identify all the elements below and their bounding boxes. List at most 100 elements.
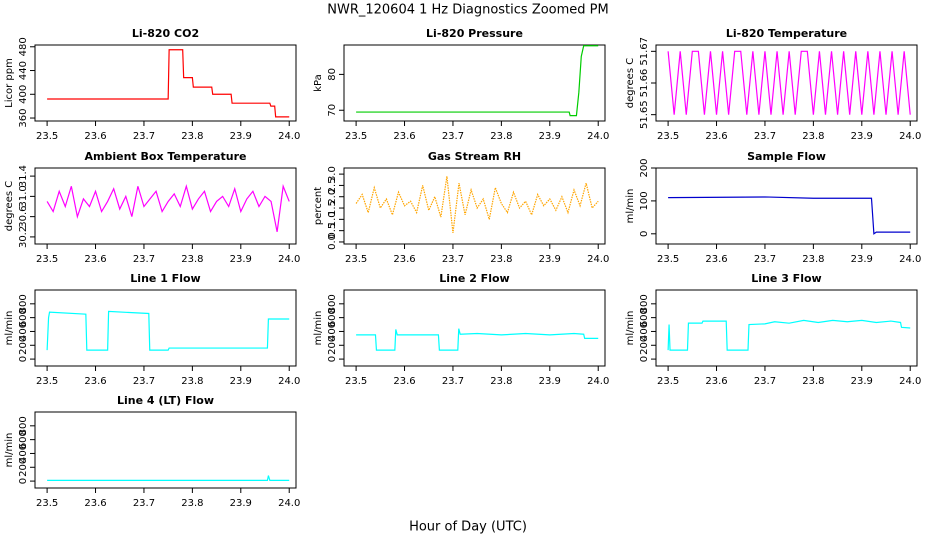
x-tick-label: 23.8 [181, 498, 203, 509]
x-tick-label: 24.0 [587, 254, 609, 265]
panel-title: Line 4 (LT) Flow [117, 394, 214, 407]
x-tick-label: 23.9 [539, 254, 561, 265]
y-tick-label: 400 [639, 322, 650, 341]
y-tick-label: 0 [18, 478, 29, 484]
x-tick-label: 23.5 [345, 254, 367, 265]
y-tick-label: 200 [639, 336, 650, 355]
y-tick-label: 0 [639, 231, 650, 237]
x-tick-label: 23.6 [84, 254, 106, 265]
y-tick-label: 31.4 [18, 165, 29, 187]
y-axis-label: ml/min [313, 311, 324, 346]
x-tick-label: 23.9 [230, 498, 252, 509]
x-tick-label: 23.6 [705, 131, 727, 142]
plot-frame [343, 44, 606, 122]
y-tick-label: 400 [18, 322, 29, 341]
x-tick-label: 23.9 [230, 254, 252, 265]
x-tick-label: 23.8 [802, 376, 824, 387]
y-tick-label: 51.67 [639, 37, 650, 66]
y-tick-label: 360 [18, 108, 29, 127]
y-tick-label: 0 [639, 356, 650, 362]
x-tick-label: 23.5 [36, 498, 58, 509]
plot-frame [655, 289, 918, 367]
x-tick-label: 23.8 [181, 254, 203, 265]
panel-title: Ambient Box Temperature [85, 150, 247, 163]
y-tick-label: 30.2 [18, 226, 29, 248]
x-tick-label: 23.8 [181, 131, 203, 142]
x-tick-label: 24.0 [899, 131, 921, 142]
x-tick-label: 23.7 [133, 131, 155, 142]
y-axis-label: kPa [313, 74, 324, 92]
data-line [668, 196, 911, 235]
y-tick-label: 800 [327, 294, 338, 313]
panel-title: Line 2 Flow [439, 272, 509, 285]
data-line [356, 45, 599, 117]
y-axis-label: Licor ppm [4, 58, 15, 108]
x-tick-label: 23.6 [84, 376, 106, 387]
y-tick-label: 800 [18, 416, 29, 435]
y-tick-label: 0.0 [327, 234, 338, 250]
y-tick-label: 400 [327, 322, 338, 341]
data-line [667, 319, 911, 351]
x-tick-label: 23.7 [754, 254, 776, 265]
panel-title: Sample Flow [747, 150, 826, 163]
x-tick-label: 24.0 [587, 376, 609, 387]
x-tick-label: 23.7 [442, 254, 464, 265]
plot-frame [34, 44, 297, 122]
y-tick-label: 70 [327, 104, 338, 117]
y-tick-label: 1.0 [327, 211, 338, 227]
x-tick-label: 23.5 [36, 376, 58, 387]
x-tick-label: 24.0 [278, 254, 300, 265]
x-tick-label: 23.8 [490, 376, 512, 387]
y-tick-label: 600 [639, 308, 650, 327]
y-tick-label: 600 [18, 308, 29, 327]
plot-frame [34, 167, 297, 245]
plot-frame [343, 289, 606, 367]
page-title: NWR_120604 1 Hz Diagnostics Zoomed PM [327, 3, 609, 18]
data-line [667, 50, 911, 115]
x-tick-label: 23.6 [393, 131, 415, 142]
x-tick-label: 23.9 [230, 131, 252, 142]
x-tick-label: 23.9 [851, 376, 873, 387]
x-tick-label: 23.9 [539, 376, 561, 387]
y-tick-label: 51.66 [639, 69, 650, 98]
x-tick-label: 24.0 [899, 254, 921, 265]
y-tick-label: 600 [18, 430, 29, 449]
panel-title: Line 3 Flow [751, 272, 821, 285]
x-tick-label: 23.9 [539, 131, 561, 142]
x-tick-label: 24.0 [278, 131, 300, 142]
x-tick-label: 23.8 [802, 131, 824, 142]
y-tick-label: 480 [18, 37, 29, 56]
x-tick-label: 23.7 [754, 376, 776, 387]
data-line [47, 475, 290, 481]
x-tick-label: 23.9 [230, 376, 252, 387]
data-line [46, 310, 290, 351]
plot-frame [343, 167, 606, 245]
x-tick-label: 23.9 [851, 254, 873, 265]
x-tick-label: 23.7 [133, 254, 155, 265]
x-tick-label: 23.8 [181, 376, 203, 387]
y-axis-label: degrees C [4, 181, 15, 231]
x-tick-label: 23.6 [84, 498, 106, 509]
y-tick-label: 800 [639, 294, 650, 313]
panel-title: Li-820 Pressure [426, 27, 523, 40]
x-tick-label: 23.7 [133, 376, 155, 387]
x-tick-label: 23.7 [442, 131, 464, 142]
data-line [47, 49, 290, 118]
x-tick-label: 23.6 [84, 131, 106, 142]
plot-frame [34, 411, 297, 489]
x-tick-label: 23.8 [490, 131, 512, 142]
panel-title: Li-820 CO2 [132, 27, 199, 40]
plot-frame [34, 289, 297, 367]
x-tick-label: 23.6 [393, 254, 415, 265]
y-tick-label: 30.6 [18, 206, 29, 228]
y-tick-label: 440 [18, 61, 29, 80]
x-tick-label: 23.6 [705, 376, 727, 387]
x-tick-label: 24.0 [278, 498, 300, 509]
plot-frame [655, 167, 918, 245]
y-axis-label: degrees C [625, 58, 636, 108]
x-tick-label: 23.7 [133, 498, 155, 509]
y-tick-label: 0.5 [327, 223, 338, 239]
y-axis-label: ml/min [625, 189, 636, 224]
data-line [356, 328, 599, 351]
